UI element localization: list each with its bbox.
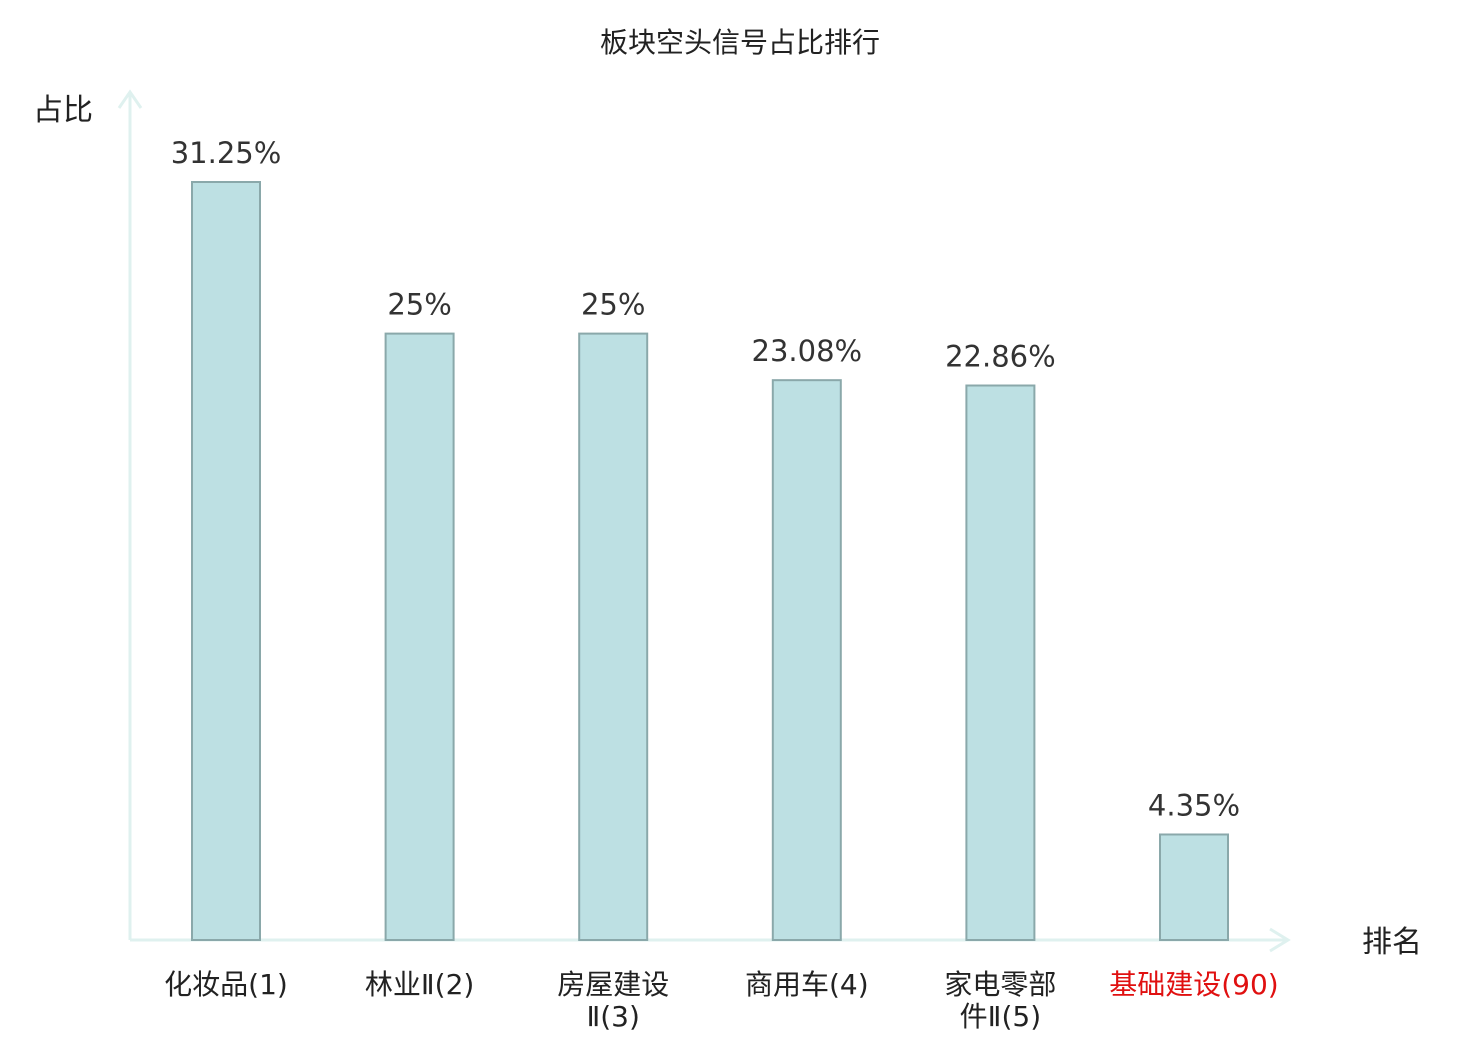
category-label-5-line-1: 家电零部 xyxy=(944,968,1056,1001)
bar-2 xyxy=(384,332,455,942)
category-label-3-line-2: Ⅱ(3) xyxy=(586,1000,639,1033)
category-label-2: 林业Ⅱ(2) xyxy=(365,968,474,1001)
value-label-1: 31.25% xyxy=(171,136,282,170)
value-label-4: 23.08% xyxy=(752,334,863,368)
value-label-5: 22.86% xyxy=(945,340,1056,374)
value-label-3: 25% xyxy=(581,288,645,322)
category-label-4: 商用车(4) xyxy=(745,968,869,1001)
y-axis-label: 占比 xyxy=(33,93,93,128)
bar-5 xyxy=(965,384,1036,942)
value-label-2: 25% xyxy=(387,288,451,322)
chart-title: 板块空头信号占比排行 xyxy=(600,26,880,59)
bar-3 xyxy=(578,332,649,942)
x-axis-label: 排名 xyxy=(1362,925,1422,960)
category-label-6: 基础建设(90) xyxy=(1109,968,1278,1001)
category-label-3-line-1: 房屋建设 xyxy=(557,968,669,1001)
category-label-5-line-2: 件Ⅱ(5) xyxy=(960,1000,1041,1033)
bar-6 xyxy=(1159,833,1229,941)
x-axis-arrow xyxy=(1269,927,1291,953)
bar-1 xyxy=(191,181,261,941)
y-axis-arrow xyxy=(117,89,143,109)
category-label-1: 化妆品(1) xyxy=(164,968,288,1001)
value-label-6: 4.35% xyxy=(1148,788,1240,822)
bar-4 xyxy=(771,379,842,941)
